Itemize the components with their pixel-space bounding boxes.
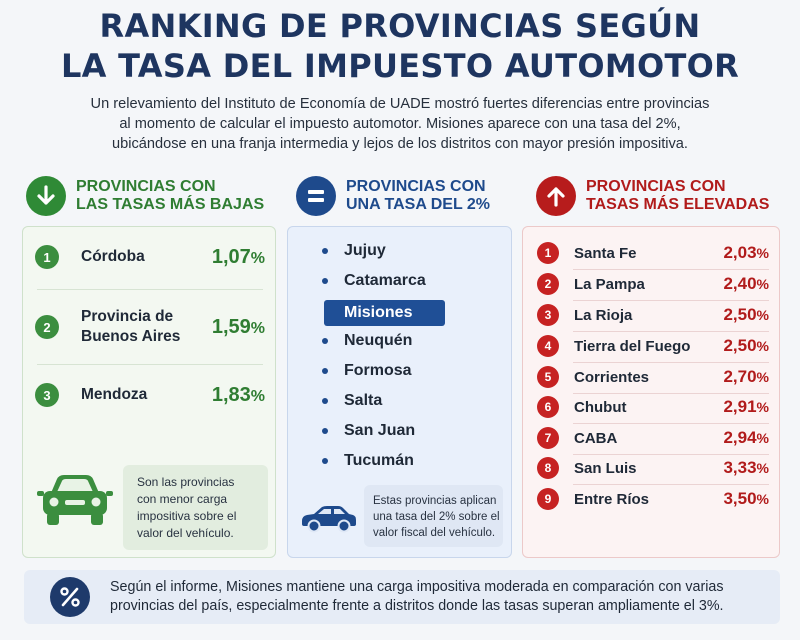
mid-rates-header: PROVINCIAS CON UNA TASA DEL 2% [296, 172, 490, 220]
province-name: Mendoza [81, 386, 148, 403]
rank-badge: 1 [537, 242, 559, 264]
intro-line-3: ubicándose en una franja intermedia y le… [112, 136, 688, 152]
list-item: 3 La Rioja 2,50% [537, 304, 769, 326]
province-name: Provincia de Buenos Aires [81, 308, 181, 345]
tax-rate: 2,94% [723, 428, 769, 447]
bullet [322, 278, 328, 284]
mid-rates-title: PROVINCIAS CON UNA TASA DEL 2% [346, 178, 491, 213]
list-item: Formosa [322, 362, 412, 380]
rank-badge: 3 [537, 304, 559, 326]
high-rates-header: PROVINCIAS CON TASAS MÁS ELEVADAS [536, 172, 769, 220]
bullet [322, 368, 328, 374]
list-item: 2 La Pampa 2,40% [537, 273, 769, 295]
divider [573, 484, 769, 485]
percent-icon [50, 577, 90, 617]
mid-rates-note: Estas provincias aplican una tasa del 2%… [364, 485, 503, 547]
bullet [322, 338, 328, 344]
rank-badge: 6 [537, 396, 559, 418]
divider [573, 393, 769, 394]
mid-rates-card: Jujuy Catamarca Misiones Neuquén Formosa… [287, 226, 512, 558]
equals-icon [296, 176, 336, 216]
tax-rate: 2,50% [723, 336, 769, 355]
intro-line-1: Un relevamiento del Instituto de Economí… [90, 96, 710, 112]
list-item: 8 San Luis 3,33% [537, 457, 769, 479]
rank-badge: 4 [537, 335, 559, 357]
bullet [322, 248, 328, 254]
list-item: Neuquén [322, 332, 412, 350]
bullet [322, 428, 328, 434]
arrow-up-icon [536, 176, 576, 216]
tax-rate: 3,33% [723, 458, 769, 477]
list-item: Salta [322, 392, 382, 410]
rank-badge: 1 [35, 245, 59, 269]
tax-rate: 1,07% [211, 245, 265, 268]
title-line-2: LA TASA DEL IMPUESTO AUTOMOTOR [60, 47, 740, 85]
list-item: 4 Tierra del Fuego 2,50% [537, 335, 769, 357]
tax-rate: 1,83% [211, 383, 265, 406]
divider [573, 454, 769, 455]
divider [573, 331, 769, 332]
list-item: Jujuy [322, 242, 386, 260]
arrow-down-icon [26, 176, 66, 216]
divider [573, 269, 769, 270]
page-title: RANKING DE PROVINCIAS SEGÚN LA TASA DEL … [0, 6, 800, 86]
bullet [322, 458, 328, 464]
province-name: Córdoba [81, 248, 145, 265]
province-name: Tierra del Fuego [574, 337, 691, 355]
list-item: Tucumán [322, 452, 414, 470]
high-rates-card: 1 Santa Fe 2,03% 2 La Pampa 2,40% 3 La R… [522, 226, 780, 558]
province-name: Entre Ríos [574, 490, 650, 508]
tax-rate: 2,91% [723, 397, 769, 416]
intro-line-2: al momento de calcular el impuesto autom… [119, 116, 681, 132]
divider [37, 364, 263, 365]
province-name: Corrientes [574, 368, 650, 386]
list-item: 6 Chubut 2,91% [537, 396, 769, 418]
province-name: CABA [574, 429, 618, 447]
province-name: Chubut [574, 398, 627, 416]
high-rates-title: PROVINCIAS CON TASAS MÁS ELEVADAS [586, 178, 770, 213]
rank-badge: 9 [537, 488, 559, 510]
list-item: 5 Corrientes 2,70% [537, 366, 769, 388]
low-rates-note: Son las provincias con menor carga impos… [123, 465, 268, 550]
list-item: 9 Entre Ríos 3,50% [537, 488, 769, 510]
footer-text: Según el informe, Misiones mantiene una … [110, 579, 724, 614]
tax-rate: 2,70% [723, 367, 769, 386]
list-item: San Juan [322, 422, 415, 440]
list-item: 1 Santa Fe 2,03% [537, 242, 769, 264]
highlighted-province: Misiones [324, 300, 445, 326]
low-rates-title: PROVINCIAS CON LAS TASAS MÁS BAJAS [76, 178, 265, 213]
province-name: Santa Fe [574, 244, 637, 262]
rank-badge: 2 [537, 273, 559, 295]
low-rates-header: PROVINCIAS CON LAS TASAS MÁS BAJAS [26, 172, 264, 220]
list-item: 2 Provincia de Buenos Aires 1,59% [35, 307, 265, 347]
list-item: Catamarca [322, 272, 426, 290]
province-name: La Rioja [574, 306, 633, 324]
list-item: 3 Mendoza 1,83% [35, 383, 265, 407]
list-item: 7 CABA 2,94% [537, 427, 769, 449]
tax-rate: 3,50% [723, 489, 769, 508]
tax-rate: 2,50% [723, 305, 769, 324]
divider [573, 362, 769, 363]
tax-rate: 2,40% [723, 274, 769, 293]
car-side-icon [298, 503, 358, 538]
province-name: San Luis [574, 459, 637, 477]
tax-rate: 2,03% [723, 243, 769, 262]
rank-badge: 2 [35, 315, 59, 339]
footer-note: Según el informe, Misiones mantiene una … [24, 570, 780, 624]
divider [573, 300, 769, 301]
intro-paragraph: Un relevamiento del Instituto de Economí… [60, 94, 740, 154]
rank-badge: 3 [35, 383, 59, 407]
province-name: La Pampa [574, 275, 645, 293]
title-line-1: RANKING DE PROVINCIAS SEGÚN [99, 7, 701, 45]
bullet [322, 398, 328, 404]
tax-rate: 1,59% [211, 315, 265, 338]
rank-badge: 8 [537, 457, 559, 479]
divider [573, 423, 769, 424]
rank-badge: 7 [537, 427, 559, 449]
car-front-icon [37, 471, 113, 534]
divider [37, 289, 263, 290]
low-rates-card: 1 Córdoba 1,07% 2 Provincia de Buenos Ai… [22, 226, 276, 558]
list-item: 1 Córdoba 1,07% [35, 245, 265, 269]
rank-badge: 5 [537, 366, 559, 388]
